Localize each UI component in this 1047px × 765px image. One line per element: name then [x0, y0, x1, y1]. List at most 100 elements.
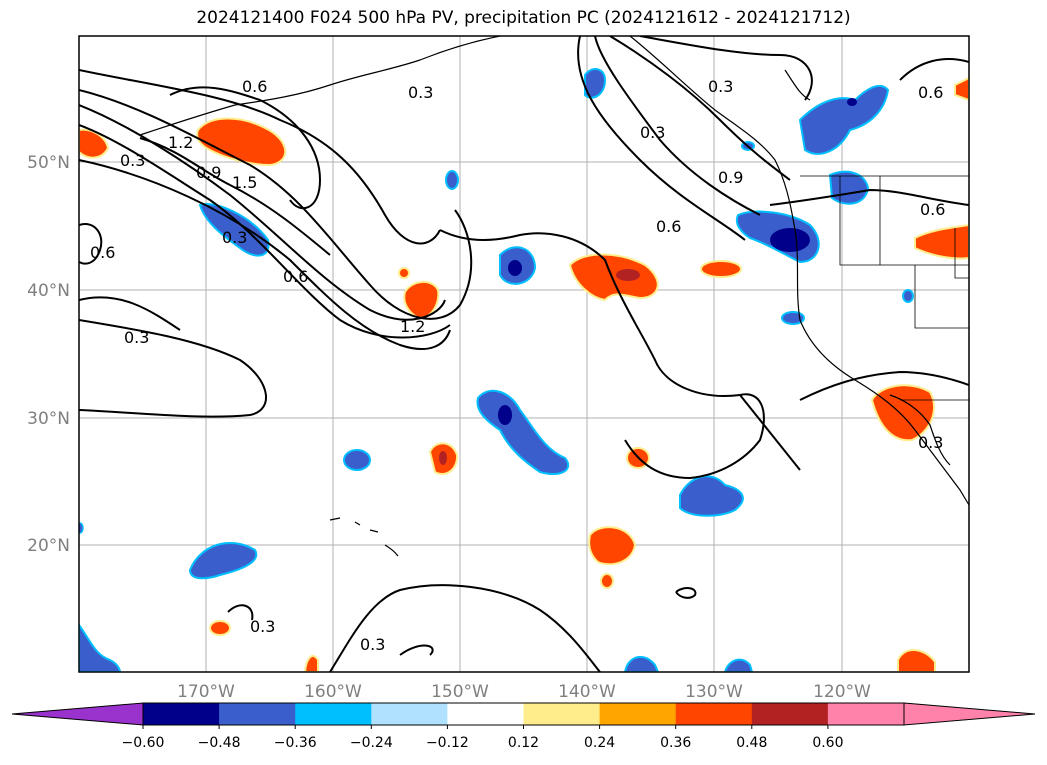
precip-blob: [897, 649, 936, 672]
contour-label: 0.6: [920, 200, 945, 219]
contour-label: 0.9: [196, 163, 221, 182]
precip-blob: [398, 267, 410, 279]
precip-blob: [79, 128, 110, 159]
pv-contour-line: [79, 319, 267, 418]
lat-label: 40°N: [27, 281, 70, 301]
pv-contour-line: [227, 604, 254, 621]
lon-label: 140°W: [558, 682, 616, 702]
colorbar-swatch: [675, 703, 753, 725]
contour-label: 0.3: [640, 123, 665, 142]
pv-contour-line: [769, 188, 969, 206]
precip-blob: [723, 658, 754, 672]
precip-blob: [623, 656, 660, 672]
precip-core: [616, 269, 640, 281]
pv-contour-line: [594, 36, 761, 216]
contour-label: 0.3: [250, 617, 275, 636]
colorbar-tick-label: 0.24: [584, 735, 615, 751]
lon-label: 160°W: [304, 682, 362, 702]
precip-blob: [303, 654, 319, 672]
lat-label: 20°N: [27, 536, 70, 556]
precip-blob: [343, 449, 371, 471]
contour-label: 1.5: [232, 173, 257, 192]
precip-core: [498, 405, 512, 425]
contour-label: 0.6: [90, 243, 115, 262]
pv-contour-line: [675, 587, 697, 599]
contour-label: 0.3: [408, 83, 433, 102]
pv-contour-line: [79, 159, 451, 350]
colorbar-tick-label: −0.60: [122, 735, 165, 751]
contour-label: 0.3: [708, 77, 733, 96]
colorbar-swatch: [143, 703, 220, 725]
precip-blob: [870, 384, 935, 442]
contour-label: 0.3: [124, 328, 149, 347]
contour-label: 0.3: [120, 151, 145, 170]
colorbar-tick-label: −0.24: [350, 735, 393, 751]
pv-contour-line: [139, 137, 331, 256]
latitude-labels: 50°N 40°N 30°N 20°N: [27, 153, 70, 556]
precip-core: [508, 260, 522, 276]
precip-blob: [914, 223, 969, 260]
colorbar-ticks: −0.60 −0.48 −0.36 −0.24 −0.12 0.12 0.24 0.36 0.4…: [122, 725, 843, 751]
contour-label: 0.3: [360, 635, 385, 654]
colorbar-extend-low: [11, 702, 144, 726]
colorbar-tick-label: −0.48: [198, 735, 241, 751]
colorbar-tick-label: −0.36: [274, 735, 317, 751]
pv-contour-line: [899, 58, 969, 81]
contour-label: 1.2: [168, 133, 193, 152]
colorbar-extend-high: [903, 702, 1036, 726]
colorbar-swatch: [447, 703, 524, 725]
lon-label: 170°W: [177, 682, 235, 702]
precip-blob: [209, 620, 231, 636]
precip-core: [770, 228, 810, 252]
precip-blob: [700, 260, 742, 278]
pv-contour-line: [639, 36, 813, 101]
contour-label: 1.2: [400, 317, 425, 336]
colorbar-swatch: [751, 703, 829, 725]
colorbar-swatch: [523, 703, 601, 725]
precip-blob: [568, 253, 659, 302]
pv-contour-line: [79, 124, 451, 339]
precip-positive: [79, 76, 969, 672]
colorbar-tick-label: 0.60: [812, 735, 843, 751]
colorbar-swatch: [599, 703, 677, 725]
longitude-labels: 170°W 160°W 150°W 140°W 130°W 120°W: [177, 682, 871, 702]
contour-label: 0.6: [242, 77, 267, 96]
precip-blob: [445, 170, 459, 190]
pv-contour-line: [739, 394, 801, 471]
contour-label: 0.6: [656, 217, 681, 236]
precip-core: [847, 98, 857, 106]
pv-contour-line: [799, 370, 969, 401]
precip-blob: [403, 281, 440, 320]
lon-label: 150°W: [431, 682, 489, 702]
contour-label: 0.3: [918, 433, 943, 452]
colorbar: −0.60 −0.48 −0.36 −0.24 −0.12 0.12 0.24 0.36 0.4…: [11, 702, 1036, 751]
pv-contour-line: [577, 36, 746, 241]
precip-blob: [198, 203, 270, 257]
colorbar-tick-label: −0.12: [426, 735, 469, 751]
contour-label: 0.6: [918, 83, 943, 102]
contour-label: 0.6: [283, 267, 308, 286]
borders: [800, 175, 969, 401]
pv-contour-line: [79, 69, 441, 245]
lon-label: 130°W: [685, 682, 743, 702]
precip-blob: [798, 84, 890, 155]
precip-blob: [828, 170, 870, 205]
colorbar-tick-label: 0.12: [508, 735, 539, 751]
colorbar-swatch: [371, 703, 448, 725]
lat-label: 50°N: [27, 153, 70, 173]
precip-blob: [902, 289, 914, 303]
pv-contour-line: [399, 644, 434, 656]
map-frame: [78, 35, 970, 673]
pv-contour-line: [79, 296, 181, 331]
pv-contour-line: [609, 36, 791, 181]
precip-blob: [79, 522, 84, 534]
colorbar-swatch: [827, 703, 905, 725]
pv-contour-line: [169, 86, 322, 210]
colorbar-tick-label: 0.36: [660, 735, 691, 751]
precip-blob: [954, 76, 969, 102]
precip-blob: [196, 117, 287, 167]
precip-core: [439, 451, 447, 465]
contour-label: 0.9: [718, 168, 743, 187]
pv-contour-line: [329, 584, 601, 672]
